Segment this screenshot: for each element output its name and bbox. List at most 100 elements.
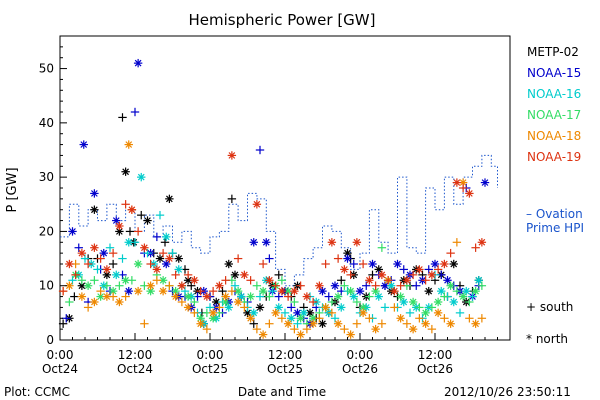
south-plus-point [152,232,162,242]
north-star-point [415,265,424,274]
north-star-point [346,286,355,296]
x-tick-time: 12:00 [118,348,153,362]
north-star-point [90,243,99,252]
south-plus-point [346,270,355,280]
south-plus-point [258,259,268,269]
south-plus-point [90,276,99,285]
south-plus-point [70,292,79,301]
y-axis-label: P [GW] [5,167,20,212]
south-plus-point [383,276,393,285]
south-plus-point [296,281,305,290]
north-star-point [340,265,349,274]
south-plus-point [455,308,465,318]
south-plus-point [127,276,137,285]
north-star-point [271,308,280,318]
north-star-point [65,259,74,269]
legend-entry: NOAA-18 [527,129,581,143]
south-plus-point [333,254,343,263]
north-star-point [343,254,352,263]
south-plus-point [390,303,399,312]
north-star-point [258,286,268,296]
south-plus-point [290,297,299,307]
north-star-point [302,292,312,301]
x-tick-date: Oct24 [42,362,78,376]
south-plus-point [399,265,408,274]
south-plus-point [105,243,115,252]
north-star-point [99,248,108,258]
south-plus-point [77,276,87,285]
south-plus-point [121,292,130,301]
y-tick-label: 40 [39,116,54,130]
north-star-point [427,270,437,280]
north-star-point [162,232,171,242]
north-star-point [124,140,133,149]
north-star-point [352,238,362,247]
legend-entry: NOAA-17 [527,108,581,122]
south-plus-point [340,281,349,290]
south-plus-point [427,324,437,334]
south-plus-point [433,265,443,274]
south-plus-point [233,254,243,263]
north-star-point [79,140,88,149]
north-star-point [140,243,149,252]
plot-credit: Plot: CCMC [4,385,70,399]
north-star-point [333,319,343,328]
south-plus-point [221,276,230,285]
north-star-point [421,319,430,328]
south-plus-point [277,276,287,285]
south-plus-point [280,308,290,318]
south-plus-point [115,281,124,290]
ovation-legend-line2: Prime HPI [526,221,584,235]
north-star-point [318,319,327,328]
south-plus-point [352,297,362,307]
north-star-point [158,286,168,296]
south-plus-point [358,259,368,269]
x-tick-time: 0:00 [347,348,374,362]
south-plus-point [118,254,127,263]
south-plus-point [365,292,374,301]
south-plus-point [158,248,168,258]
north-star-point [430,259,440,269]
north-star-point [233,297,243,307]
north-star-point [333,292,343,301]
x-tick-time: 12:00 [418,348,453,362]
north-star-point [396,292,405,301]
south-plus-point [287,303,296,312]
north-star-point [330,281,340,290]
south-plus-point [465,297,474,307]
x-tick-date: Oct25 [192,362,228,376]
north-star-point [90,189,99,198]
north-star-point [252,200,262,209]
north-star-point [315,281,324,290]
x-tick-time: 0:00 [47,348,74,362]
south-plus-point [208,286,218,296]
south-plus-point [321,259,330,269]
north-star-point [246,314,255,323]
south-plus-point [83,303,93,312]
north-star-point [68,227,77,236]
north-star-point [255,303,265,312]
north-star-point [77,292,87,301]
north-star-point [246,292,255,301]
south-plus-point [465,314,474,323]
south-plus-point [108,292,118,301]
legend-entry: NOAA-16 [527,87,581,101]
y-tick-label: 0 [46,333,54,347]
south-plus-point [196,286,205,296]
south-plus-point [62,314,71,323]
north-star-point [396,314,405,323]
north-star-point [143,216,152,225]
north-star-point [449,297,458,307]
north-star-point [196,319,205,328]
north-star-point [365,276,374,285]
x-axis: 0:00Oct2412:00Oct240:00Oct2512:00Oct250:… [42,333,511,376]
south-plus-point [96,254,105,263]
south-plus-point [121,200,130,209]
south-plus-point [102,281,112,290]
south-plus-point [171,270,180,280]
south-plus-point [137,210,146,220]
south-plus-point [408,270,418,280]
north-star-point [408,324,418,334]
north-star-point [471,319,480,328]
north-star-point [165,194,174,204]
